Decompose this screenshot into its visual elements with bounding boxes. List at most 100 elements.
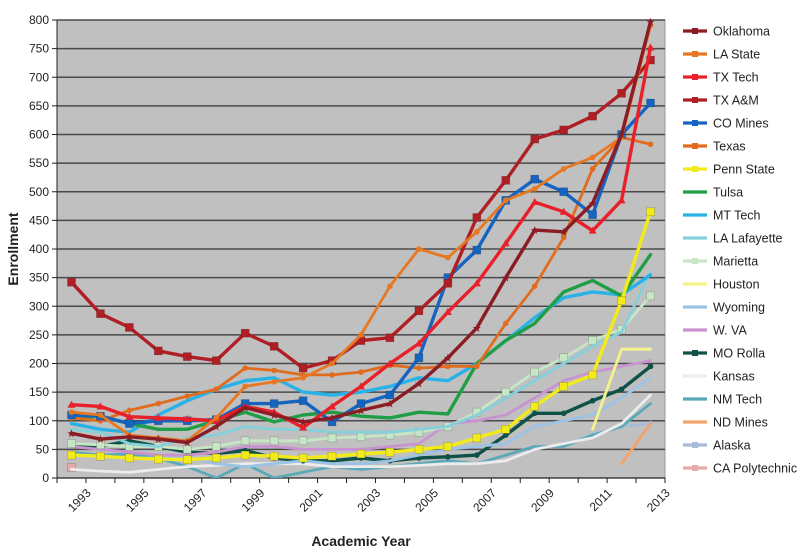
legend-item: Oklahoma: [683, 25, 770, 39]
data-point: [212, 422, 221, 431]
x-tick-label: 2003: [354, 486, 383, 515]
y-tick-labels: 0 50 100 150 200 250 300 350 400 450 500 550 600 650 7…: [29, 13, 49, 485]
legend-label: Marietta: [713, 255, 758, 269]
data-point: [183, 438, 192, 447]
data-point: [501, 273, 510, 282]
data-point: [646, 207, 655, 217]
series-oklahoma: [67, 17, 655, 447]
data-point: [67, 400, 76, 408]
data-point: [531, 410, 538, 417]
legend-item: LA State: [683, 48, 760, 62]
data-point: [385, 359, 394, 367]
data-point: [299, 417, 308, 426]
data-point: [647, 363, 654, 370]
data-point: [385, 447, 395, 457]
legend-label: Texas: [713, 140, 746, 154]
data-point: [269, 342, 279, 351]
data-point: [240, 436, 250, 446]
legend-label: ND Mines: [713, 416, 768, 430]
data-point: [356, 449, 366, 459]
data-point: [155, 400, 162, 407]
data-point: [269, 436, 279, 446]
legend-marker: [692, 166, 698, 172]
y-tick-label: 50: [36, 442, 50, 456]
data-point: [443, 279, 453, 288]
data-point: [646, 98, 655, 108]
data-point: [271, 379, 277, 385]
data-point: [154, 454, 163, 464]
legend-item: ND Mines: [683, 416, 768, 430]
series-kansas: [70, 393, 652, 474]
data-point: [356, 432, 366, 442]
data-point: [474, 452, 480, 458]
data-point: [472, 245, 482, 255]
data-point: [358, 332, 364, 338]
x-tick-label: 2005: [412, 486, 441, 515]
legend-label: Oklahoma: [713, 25, 770, 39]
data-point: [559, 382, 568, 391]
data-point: [559, 227, 568, 236]
series-line: [620, 422, 652, 466]
data-point: [445, 454, 451, 460]
data-point: [125, 412, 134, 420]
series-lines: [67, 17, 655, 478]
data-point: [501, 239, 510, 247]
data-point: [560, 166, 567, 172]
data-point: [617, 196, 626, 204]
data-point: [588, 226, 597, 234]
axes: [52, 19, 666, 483]
data-point: [560, 410, 567, 417]
series-texas: [68, 134, 654, 424]
data-point: [443, 307, 452, 315]
data-point: [211, 453, 221, 463]
legend-label: Kansas: [713, 370, 755, 384]
data-point: [211, 356, 221, 365]
legend-item: TX Tech: [683, 71, 759, 85]
data-point: [617, 130, 626, 139]
data-point: [299, 423, 308, 431]
series-nd-mines: [620, 422, 652, 466]
data-point: [502, 197, 509, 204]
data-point: [443, 353, 452, 362]
y-tick-label: 100: [29, 414, 49, 428]
data-point: [646, 43, 655, 51]
legend-marker: [692, 51, 698, 57]
legend-marker: [692, 465, 698, 471]
data-point: [501, 387, 511, 397]
data-point: [501, 425, 511, 434]
y-tick-label: 800: [29, 13, 49, 27]
legend-label: MT Tech: [713, 209, 761, 223]
data-point: [560, 234, 567, 241]
data-point: [531, 186, 538, 192]
legend-label: LA Lafayette: [713, 232, 783, 246]
data-point: [385, 333, 395, 343]
legend-marker: [692, 120, 698, 126]
legend-item: Texas: [683, 140, 746, 154]
y-tick-label: 750: [29, 42, 49, 56]
data-point: [387, 283, 393, 290]
data-point: [298, 363, 308, 373]
data-point: [414, 306, 424, 316]
y-tick-label: 150: [29, 385, 49, 399]
data-point: [385, 390, 395, 400]
data-point: [357, 406, 365, 415]
data-point: [154, 346, 163, 356]
x-tick-label: 2007: [470, 486, 499, 515]
data-point: [589, 166, 596, 172]
data-point: [182, 352, 192, 361]
data-point: [154, 413, 163, 421]
series-ca-polytechnic: [67, 463, 76, 472]
data-point: [530, 174, 540, 184]
legend-label: W. VA: [713, 324, 747, 338]
data-point: [617, 88, 626, 98]
legend-label: Penn State: [713, 163, 775, 177]
y-tick-label: 700: [29, 70, 49, 84]
x-tick-label: 2001: [297, 486, 326, 515]
gridlines: [57, 19, 665, 451]
y-tick-label: 550: [29, 156, 49, 170]
data-point: [96, 451, 105, 461]
data-point: [125, 432, 134, 441]
legend-item: Houston: [683, 278, 760, 292]
series-line: [591, 347, 652, 431]
y-tick-label: 0: [42, 471, 49, 485]
